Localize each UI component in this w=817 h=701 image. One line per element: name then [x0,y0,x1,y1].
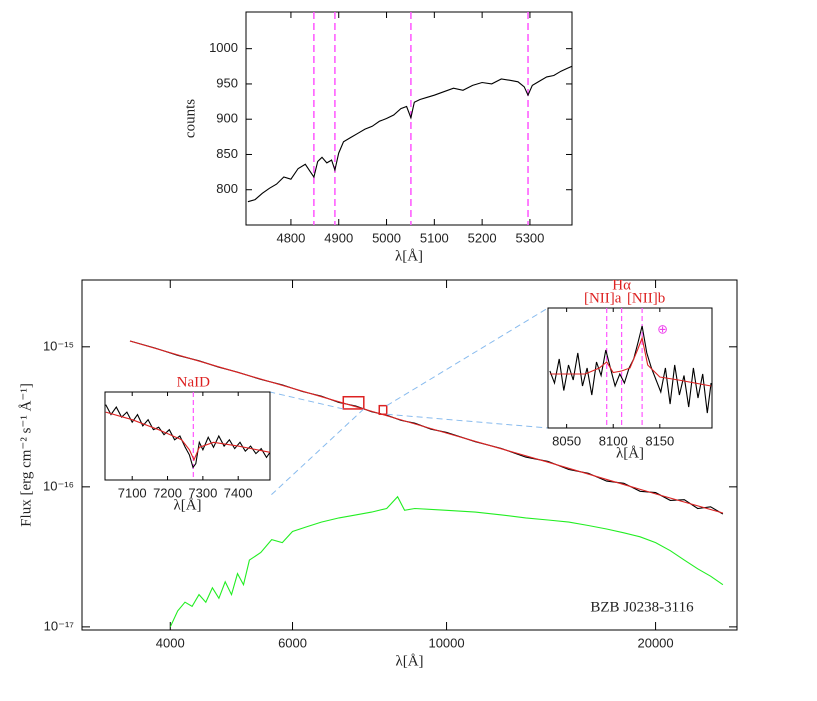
x-axis-label: λ[Å] [173,497,201,513]
plot-frame [104,391,271,481]
zoom-box [342,395,365,410]
x-tick-label: 5300 [515,230,544,245]
x-axis-label: λ[Å] [616,445,644,461]
y-tick-label: 10⁻¹⁷ [44,618,75,633]
y-tick-label: 900 [216,111,238,126]
line-label: Hα [612,277,631,293]
line-label: NaID [177,374,210,390]
x-tick-label: 4800 [276,230,305,245]
spectrum-line [169,495,724,628]
x-tick-label: 7200 [153,485,182,500]
spectrum-line [549,336,712,387]
y-tick-label: 10⁻¹⁵ [43,338,74,353]
zoom-connector [386,413,549,429]
line-label: [NII]b [627,290,665,306]
y-tick-label: 10⁻¹⁶ [43,478,74,493]
y-axis-label: Flux [erg cm⁻² s⁻¹ Å⁻¹] [18,383,34,527]
x-tick-label: 4000 [156,635,185,650]
y-tick-label: 850 [216,146,238,161]
zoom-connector [269,391,344,410]
zoom-box [378,404,388,415]
telluric-symbol: ⊕ [657,321,668,336]
y-tick-label: 800 [216,181,238,196]
x-tick-label: 6000 [278,635,307,650]
spectrum-line [105,411,270,462]
y-axis-label: counts [182,99,198,138]
y-tick-label: 1000 [209,40,238,55]
x-axis-label: λ[Å] [395,248,423,264]
x-tick-label: 5200 [468,230,497,245]
zoom-connector [386,307,549,407]
zoom-connector [269,408,365,497]
x-tick-label: 8150 [645,433,674,448]
line-label: [NII]a [584,290,622,306]
x-tick-label: 7100 [118,485,147,500]
spectrum-line [129,340,724,514]
x-tick-label: 20000 [637,635,673,650]
x-tick-label: 10000 [428,635,464,650]
x-tick-label: 5100 [420,230,449,245]
x-tick-label: 7400 [224,485,253,500]
x-tick-label: 8100 [599,433,628,448]
object-name: BZB J0238-3116 [590,599,694,615]
spectrum-line [247,65,572,203]
x-axis-label: λ[Å] [395,653,423,669]
plot-frame [245,11,573,226]
y-tick-label: 950 [216,75,238,90]
x-tick-label: 4900 [324,230,353,245]
x-tick-label: 8050 [552,433,581,448]
x-tick-label: 7300 [188,485,217,500]
x-tick-label: 5000 [372,230,401,245]
